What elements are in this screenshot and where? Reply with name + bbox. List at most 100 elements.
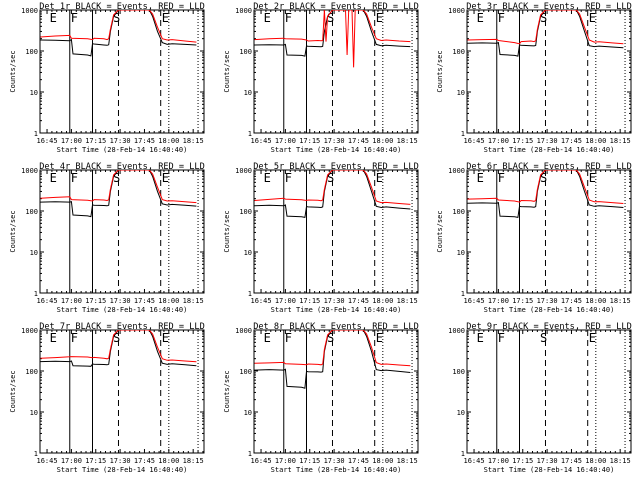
marker-letter: F — [498, 11, 505, 25]
panel-title: Det 8r BLACK = Events, RED = LLD — [253, 322, 419, 332]
x-tick-label: 17:45 — [561, 457, 582, 465]
x-tick-label: 16:45 — [36, 297, 57, 305]
panel-det-6: Det 6r BLACK = Events, RED = LLD 1 10 100 10… — [436, 162, 632, 314]
x-tick-label: 18:15 — [183, 457, 204, 465]
y-tick-label: 1 — [461, 290, 465, 298]
series-lld-line — [467, 10, 624, 45]
x-tick-label: 16:45 — [36, 137, 57, 145]
x-tick-label: 16:45 — [463, 457, 484, 465]
marker-letter: S — [113, 171, 120, 185]
series-events-line — [254, 10, 411, 57]
y-tick-label: 1 — [248, 450, 252, 458]
marker-letter: F — [498, 331, 505, 345]
x-tick-label: 17:15 — [299, 137, 320, 145]
y-tick-label: 10 — [457, 89, 465, 97]
marker-letter: E — [376, 11, 383, 25]
x-tick-label: 17:00 — [275, 137, 296, 145]
y-tick-label: 1000 — [235, 167, 252, 175]
y-tick-label: 10 — [457, 409, 465, 417]
marker-letter: F — [71, 171, 78, 185]
y-tick-label: 1 — [34, 130, 38, 138]
y-tick-label: 10 — [244, 249, 252, 257]
x-tick-label: 18:00 — [372, 457, 393, 465]
series-lld-line — [40, 170, 197, 204]
marker-letter: S — [540, 171, 547, 185]
marker-letter: E — [477, 11, 484, 25]
x-tick-label: 17:30 — [110, 137, 131, 145]
x-tick-label: 17:00 — [488, 457, 509, 465]
x-axis-label: Start Time (28-Feb-14 16:40:40) — [484, 466, 615, 474]
x-tick-label: 18:15 — [183, 137, 204, 145]
y-tick-label: 1 — [34, 290, 38, 298]
series-lld-line — [40, 330, 197, 363]
x-tick-label: 17:30 — [110, 297, 131, 305]
marker-letter: E — [162, 331, 169, 345]
y-tick-label: 10 — [244, 89, 252, 97]
x-tick-label: 18:00 — [585, 457, 606, 465]
x-tick-label: 17:00 — [275, 297, 296, 305]
y-tick-label: 100 — [452, 368, 465, 376]
x-tick-label: 17:45 — [348, 457, 369, 465]
y-tick-label: 100 — [239, 48, 252, 56]
panel-title: Det 5r BLACK = Events, RED = LLD — [253, 162, 419, 172]
x-axis-label: Start Time (28-Feb-14 16:40:40) — [484, 146, 615, 154]
x-tick-label: 16:45 — [250, 457, 271, 465]
x-tick-label: 18:15 — [610, 297, 631, 305]
y-tick-label: 1 — [248, 290, 252, 298]
y-tick-label: 100 — [25, 368, 38, 376]
x-tick-label: 18:00 — [158, 457, 179, 465]
x-tick-label: 17:30 — [537, 297, 558, 305]
marker-letter: F — [285, 171, 292, 185]
marker-letter: F — [498, 171, 505, 185]
panel-det-4: Det 4r BLACK = Events, RED = LLD 1 10 100 10… — [9, 162, 205, 314]
marker-letter: S — [113, 11, 120, 25]
marker-letter: F — [71, 331, 78, 345]
x-tick-label: 17:00 — [61, 457, 82, 465]
y-tick-label: 1000 — [21, 167, 38, 175]
marker-letter: S — [540, 11, 547, 25]
y-axis-label: Counts/sec — [9, 50, 17, 92]
x-axis-label: Start Time (28-Feb-14 16:40:40) — [57, 306, 188, 314]
x-axis-label: Start Time (28-Feb-14 16:40:40) — [271, 306, 402, 314]
y-axis-label: Counts/sec — [223, 210, 231, 252]
plot-frame — [39, 169, 205, 294]
y-axis-label: Counts/sec — [436, 50, 444, 92]
x-tick-label: 17:30 — [537, 457, 558, 465]
x-axis-label: Start Time (28-Feb-14 16:40:40) — [57, 146, 188, 154]
marker-letter: E — [477, 331, 484, 345]
panel-det-7: Det 7r BLACK = Events, RED = LLD 1 10 100 10… — [9, 322, 205, 474]
y-tick-label: 1 — [461, 130, 465, 138]
panel-title: Det 2r BLACK = Events, RED = LLD — [253, 2, 419, 12]
x-tick-label: 17:00 — [488, 297, 509, 305]
y-tick-label: 1 — [248, 130, 252, 138]
y-tick-label: 1000 — [21, 327, 38, 335]
panel-det-1: Det 1r BLACK = Events, RED = LLD 1 10 100 10… — [9, 2, 205, 154]
marker-letter: S — [113, 331, 120, 345]
panel-det-3: Det 3r BLACK = Events, RED = LLD 1 10 100 10… — [436, 2, 632, 154]
panel-title: Det 4r BLACK = Events, RED = LLD — [39, 162, 205, 172]
x-tick-label: 17:15 — [512, 457, 533, 465]
plot-frame — [466, 169, 632, 294]
x-tick-label: 17:30 — [324, 297, 345, 305]
y-tick-label: 100 — [452, 208, 465, 216]
x-tick-label: 18:00 — [585, 297, 606, 305]
x-tick-label: 16:45 — [250, 137, 271, 145]
x-tick-label: 17:15 — [512, 137, 533, 145]
x-tick-label: 18:15 — [397, 457, 418, 465]
x-tick-label: 17:30 — [324, 137, 345, 145]
x-tick-label: 17:45 — [134, 297, 155, 305]
y-tick-label: 100 — [239, 208, 252, 216]
marker-letter: E — [50, 11, 57, 25]
marker-letter: E — [376, 331, 383, 345]
y-tick-label: 10 — [30, 249, 38, 257]
panel-title: Det 9r BLACK = Events, RED = LLD — [466, 322, 632, 332]
marker-letter: E — [589, 11, 596, 25]
x-tick-label: 17:45 — [561, 137, 582, 145]
x-tick-label: 18:00 — [585, 137, 606, 145]
plot-frame — [39, 9, 205, 134]
marker-letter: E — [264, 331, 271, 345]
y-axis-label: Counts/sec — [436, 210, 444, 252]
panel-title: Det 3r BLACK = Events, RED = LLD — [466, 2, 632, 12]
x-axis-label: Start Time (28-Feb-14 16:40:40) — [57, 466, 188, 474]
